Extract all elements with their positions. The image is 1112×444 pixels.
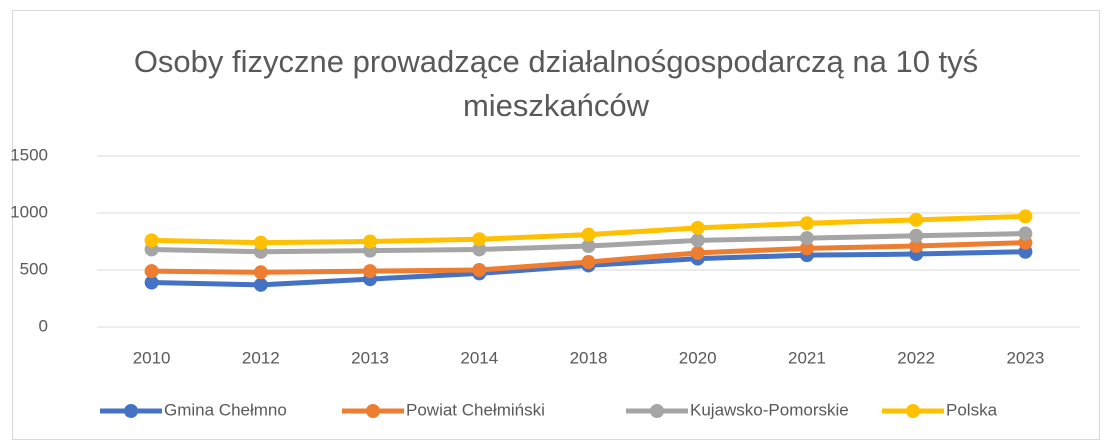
data-point (581, 227, 596, 242)
legend-label: Gmina Chełmno (164, 400, 287, 419)
x-tick-label: 2023 (1006, 348, 1044, 367)
data-point (472, 232, 487, 247)
data-point (472, 242, 487, 257)
legend-marker (366, 404, 380, 418)
data-point (909, 212, 924, 227)
data-point (1018, 209, 1033, 224)
legend-marker (124, 404, 138, 418)
chart-title: Osoby fizyczne prowadzące działalnośgosp… (133, 44, 979, 123)
data-point (799, 241, 814, 256)
x-tick-label: 2021 (788, 348, 826, 367)
data-point (253, 277, 268, 292)
y-tick-label: 1500 (10, 145, 48, 164)
data-point (363, 234, 378, 249)
x-tick-label: 2013 (351, 348, 389, 367)
x-tick-label: 2018 (570, 348, 608, 367)
data-point (363, 264, 378, 279)
data-point (690, 233, 705, 248)
y-tick-label: 0 (39, 316, 48, 335)
legend-label: Kujawsko-Pomorskie (690, 400, 849, 419)
data-point (581, 239, 596, 254)
y-tick-label: 1000 (10, 202, 48, 221)
data-point (253, 265, 268, 280)
data-point (581, 255, 596, 270)
data-point (144, 275, 159, 290)
data-point (144, 233, 159, 248)
data-point (690, 220, 705, 235)
data-point (253, 235, 268, 250)
data-point (144, 264, 159, 279)
data-point (909, 239, 924, 254)
data-point (909, 228, 924, 243)
x-tick-label: 2020 (679, 348, 717, 367)
x-tick-label: 2012 (242, 348, 280, 367)
data-point (1018, 226, 1033, 241)
chart-frame (12, 10, 1100, 440)
data-point (799, 231, 814, 246)
data-point (799, 216, 814, 231)
legend-marker (650, 404, 664, 418)
legend-label: Powiat Chełmiński (406, 400, 545, 419)
x-tick-label: 2010 (133, 348, 171, 367)
data-point (690, 245, 705, 260)
legend-marker (906, 404, 920, 418)
legend-label: Polska (946, 400, 998, 419)
x-tick-label: 2022 (897, 348, 935, 367)
x-tick-label: 2014 (460, 348, 498, 367)
y-tick-label: 500 (20, 259, 48, 278)
data-point (472, 263, 487, 277)
